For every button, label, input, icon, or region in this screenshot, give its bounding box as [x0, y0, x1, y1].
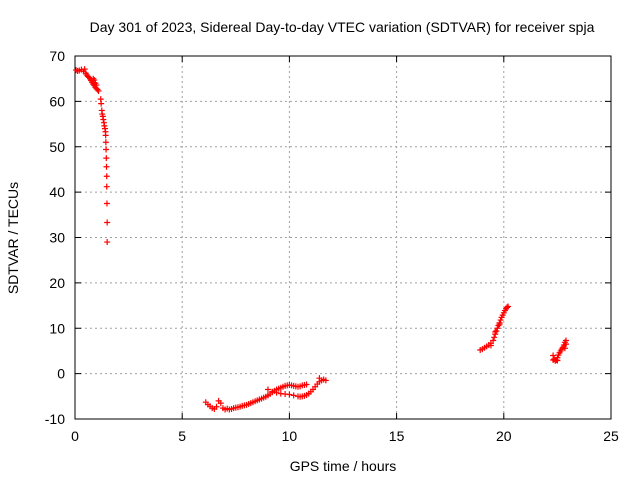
- data-point: [504, 304, 511, 311]
- data-point: [497, 317, 504, 324]
- y-tick-label: 50: [49, 139, 65, 155]
- grid-lines: [75, 56, 611, 419]
- data-point: [561, 345, 568, 352]
- data-point: [269, 388, 276, 395]
- data-point: [100, 116, 107, 123]
- data-point: [286, 391, 293, 398]
- data-point: [494, 325, 501, 332]
- data-point: [81, 66, 88, 73]
- data-point: [103, 163, 110, 170]
- x-axis-label: GPS time / hours: [290, 458, 397, 474]
- data-point: [102, 139, 109, 146]
- x-tick-label: 10: [282, 428, 298, 444]
- y-tick-label: 0: [57, 366, 65, 382]
- data-point: [492, 328, 499, 335]
- data-point: [103, 146, 110, 153]
- y-tick-label: 10: [49, 320, 65, 336]
- data-point: [213, 403, 220, 410]
- data-point: [90, 75, 97, 82]
- data-point: [103, 183, 110, 190]
- data-point: [104, 219, 111, 226]
- data-point: [93, 82, 100, 89]
- data-point: [496, 321, 503, 328]
- x-tick-label: 20: [496, 428, 512, 444]
- chart-title: Day 301 of 2023, Sidereal Day-to-day VTE…: [90, 19, 595, 35]
- data-points: [73, 66, 569, 413]
- data-point: [290, 392, 297, 399]
- data-point: [554, 357, 561, 364]
- data-point: [103, 155, 110, 162]
- y-tick-label: 70: [49, 48, 65, 64]
- data-point: [103, 173, 110, 180]
- data-point: [493, 327, 500, 334]
- x-tick-label: 0: [71, 428, 79, 444]
- y-tick-label: 40: [49, 184, 65, 200]
- axis-ticks: [74, 55, 612, 420]
- data-point: [490, 337, 497, 344]
- data-point: [316, 375, 323, 382]
- data-point: [101, 122, 108, 129]
- y-tick-label: 20: [49, 275, 65, 291]
- y-axis-label: SDTVAR / TECUs: [5, 182, 21, 294]
- data-point: [495, 322, 502, 329]
- y-tick-label: -10: [45, 411, 65, 427]
- data-point: [491, 334, 498, 341]
- data-point: [322, 377, 329, 384]
- x-tick-label: 5: [178, 428, 186, 444]
- data-point: [217, 400, 224, 407]
- data-point: [273, 389, 280, 396]
- data-point: [562, 341, 569, 348]
- data-point: [104, 239, 111, 246]
- data-point: [264, 386, 271, 393]
- data-point: [487, 342, 494, 349]
- y-tick-label: 30: [49, 230, 65, 246]
- y-tick-labels: -10 0 10 20 30 40 50 60 70: [45, 48, 65, 427]
- y-tick-label: 60: [49, 93, 65, 109]
- data-point: [102, 132, 109, 139]
- data-point: [505, 303, 512, 310]
- x-tick-label: 15: [389, 428, 405, 444]
- data-point: [91, 77, 98, 84]
- x-tick-label: 25: [603, 428, 619, 444]
- data-point: [303, 381, 310, 388]
- data-point: [85, 74, 92, 81]
- data-point: [103, 200, 110, 207]
- data-point: [98, 100, 105, 107]
- data-point: [95, 87, 102, 94]
- data-point: [94, 86, 101, 93]
- x-tick-labels: 0 5 10 15 20 25: [71, 428, 619, 444]
